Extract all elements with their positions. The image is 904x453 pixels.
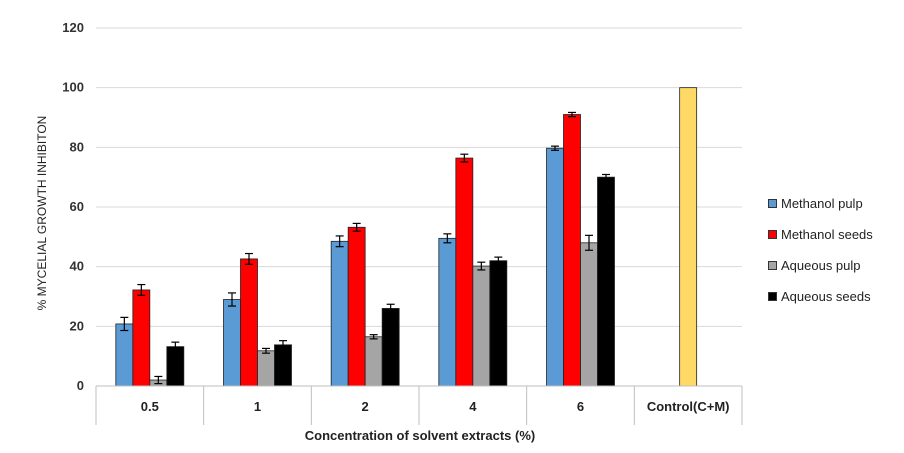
bar-methanol-seeds-2 (347, 226, 366, 387)
legend-label: Methanol pulp (781, 196, 863, 211)
bar-methanol-seeds-0.5 (132, 289, 151, 387)
legend-item: Methanol pulp (768, 188, 873, 219)
bar-aqueous-seeds-4 (489, 260, 508, 387)
legend-item: Aqueous seeds (768, 281, 873, 312)
bar-methanol-pulp-6 (546, 147, 564, 387)
x-tick-label: 0.5 (141, 399, 159, 414)
legend-swatch (768, 230, 777, 239)
bar-aqueous-seeds-0.5 (166, 346, 185, 387)
y-axis-label: % MYCELIAL GROWTH INHIBITON (35, 116, 49, 311)
legend-swatch (768, 199, 777, 208)
grid-lines (96, 27, 742, 387)
bar-methanol-pulp-2 (330, 240, 349, 387)
bar-aqueous-seeds-1 (274, 344, 292, 387)
bar-control-Control(C+M) (679, 87, 698, 387)
y-tick-label: 0 (77, 378, 84, 393)
bar-methanol-seeds-1 (240, 258, 258, 387)
bar-methanol-pulp-0.5 (115, 323, 134, 387)
bar-aqueous-pulp-4 (472, 265, 491, 387)
bar-methanol-seeds-4 (455, 157, 474, 387)
x-tick-label: 6 (577, 399, 584, 414)
bar-aqueous-pulp-2 (364, 336, 383, 387)
x-tick-label: 4 (469, 399, 477, 414)
bar-methanol-pulp-4 (438, 237, 457, 387)
y-tick-label: 40 (70, 259, 84, 274)
legend-label: Methanol seeds (781, 227, 873, 242)
legend-swatch (768, 292, 777, 301)
x-axis: 0.5 1 2 4 6 Control(C+M) (95, 385, 743, 425)
y-tick-label: 60 (70, 199, 84, 214)
legend-label: Aqueous seeds (781, 289, 871, 304)
bar-methanol-seeds-6 (563, 114, 581, 387)
y-tick-label: 100 (62, 80, 84, 95)
x-tick-label: Control(C+M) (647, 399, 730, 414)
y-tick-label: 80 (70, 139, 84, 154)
x-axis-label: Concentration of solvent extracts (%) (305, 428, 535, 443)
bar-aqueous-seeds-2 (381, 308, 400, 387)
legend: Methanol pulp Methanol seeds Aqueous pulp A… (768, 188, 873, 312)
legend-label: Aqueous pulp (781, 258, 861, 273)
y-tick-label: 20 (70, 318, 84, 333)
y-tick-label: 120 (62, 20, 84, 35)
legend-swatch (768, 261, 777, 270)
bar-marks (115, 87, 698, 387)
bar-aqueous-seeds-6 (597, 176, 615, 387)
x-tick-label: 2 (362, 399, 369, 414)
x-tick-label: 1 (254, 399, 261, 414)
y-axis-ticks: 0 20 40 60 80 100 120 (62, 20, 84, 393)
legend-item: Methanol seeds (768, 219, 873, 250)
bar-aqueous-pulp-6 (580, 242, 598, 387)
bar-methanol-pulp-1 (223, 299, 241, 387)
legend-item: Aqueous pulp (768, 250, 873, 281)
bar-aqueous-pulp-1 (257, 350, 275, 387)
